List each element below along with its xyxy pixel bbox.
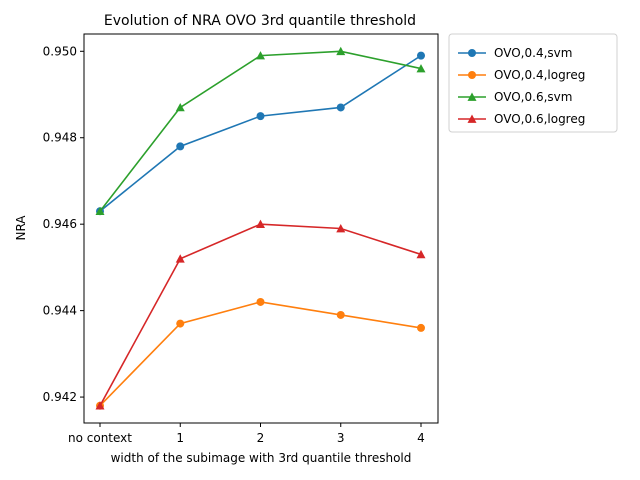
x-axis: no context 1 2 3 4 <box>68 423 425 445</box>
chart-title: Evolution of NRA OVO 3rd quantile thresh… <box>104 13 416 29</box>
series-line-4 <box>99 223 422 407</box>
plot-area <box>95 46 426 410</box>
legend: OVO,0.4,svm OVO,0.4,logreg OVO,0.6,svm OVO,… <box>448 33 618 133</box>
legend-marker <box>467 92 477 101</box>
data-point <box>176 319 185 328</box>
data-point <box>175 254 185 263</box>
legend-marker <box>467 114 477 123</box>
y-tick-label: 0.946 <box>43 217 77 231</box>
legend-marker <box>468 71 476 79</box>
x-tick-label: 2 <box>257 431 265 445</box>
legend-label: OVO,0.6,logreg <box>494 112 585 126</box>
data-point <box>336 310 345 319</box>
x-axis-title: width of the subimage with 3rd quantile … <box>111 451 412 465</box>
series-line-3 <box>99 50 422 212</box>
legend-marker <box>468 49 476 57</box>
data-point <box>416 64 426 73</box>
data-point <box>256 112 265 121</box>
legend-label: OVO,0.6,svm <box>494 90 572 104</box>
data-point <box>336 103 345 112</box>
legend-frame <box>448 33 618 133</box>
y-tick-label: 0.942 <box>43 390 77 404</box>
legend-label: OVO,0.4,svm <box>494 46 572 60</box>
data-point <box>417 323 425 332</box>
data-point <box>176 142 185 151</box>
data-point <box>417 51 425 60</box>
data-point <box>336 224 346 233</box>
x-tick-label: 3 <box>337 431 345 445</box>
data-point <box>95 206 105 216</box>
y-tick-label: 0.944 <box>43 304 77 318</box>
legend-label: OVO,0.4,logreg <box>494 68 585 82</box>
x-tick-label: 1 <box>176 431 184 445</box>
data-point <box>95 401 105 410</box>
y-tick-label: 0.948 <box>43 131 77 145</box>
y-axis-title: NRA <box>14 215 28 241</box>
data-point <box>256 51 265 60</box>
x-tick-label: no context <box>68 431 132 445</box>
series-line-1 <box>99 54 422 212</box>
data-point <box>416 249 426 259</box>
data-point <box>336 46 346 56</box>
y-axis: 0.942 0.944 0.946 0.948 0.950 <box>43 44 84 404</box>
data-point <box>175 102 185 112</box>
y-tick-label: 0.950 <box>43 44 77 58</box>
axes-frame <box>83 33 439 424</box>
x-tick-label: 4 <box>417 431 425 445</box>
data-point <box>256 219 265 229</box>
data-point <box>256 297 265 306</box>
